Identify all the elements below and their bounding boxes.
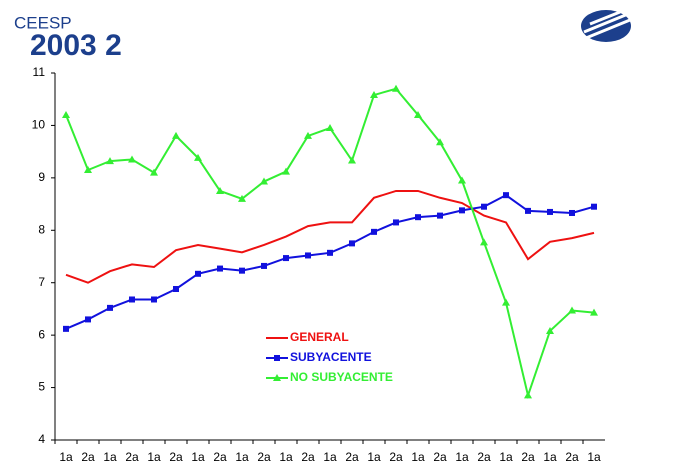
marker: [590, 308, 598, 316]
x-tick-label: 2a: [301, 450, 315, 464]
x-tick-label: 1a: [103, 450, 117, 464]
marker: [107, 304, 113, 311]
x-tick-label: 2a: [81, 450, 95, 464]
logo: [581, 10, 631, 42]
x-tick-label: 1a: [147, 450, 161, 464]
marker: [238, 194, 246, 202]
marker: [480, 238, 488, 246]
x-tick-label: 1a: [367, 450, 381, 464]
marker: [260, 177, 268, 185]
x-tick-label: 2a: [477, 450, 491, 464]
marker: [150, 168, 158, 176]
marker: [437, 212, 443, 219]
series-line: [65, 189, 595, 284]
legend-label: GENERAL: [290, 330, 349, 344]
marker: [524, 391, 532, 399]
marker: [194, 153, 202, 161]
marker: [349, 240, 355, 247]
marker: [569, 209, 575, 216]
marker: [503, 192, 509, 199]
x-tick-label: 2a: [565, 450, 579, 464]
marker: [85, 316, 91, 323]
marker: [217, 265, 223, 272]
x-tick-label: 2a: [345, 450, 359, 464]
marker: [458, 176, 466, 184]
marker: [282, 167, 290, 175]
marker: [128, 155, 136, 163]
y-tick-label: 7: [38, 275, 45, 289]
marker: [261, 262, 267, 269]
x-tick-label: 2a: [169, 450, 183, 464]
marker: [63, 325, 69, 332]
marker: [392, 84, 400, 92]
marker: [547, 208, 553, 215]
x-tick-label: 2a: [257, 450, 271, 464]
marker: [151, 296, 157, 303]
marker: [393, 219, 399, 226]
marker: [370, 91, 378, 99]
x-tick-label: 2a: [213, 450, 227, 464]
marker: [216, 186, 224, 194]
marker: [283, 255, 289, 262]
marker: [481, 203, 487, 210]
marker: [84, 165, 92, 173]
marker: [415, 214, 421, 221]
y-tick-label: 5: [38, 380, 45, 394]
x-tick-label: 1a: [235, 450, 249, 464]
x-tick-label: 2a: [125, 450, 139, 464]
marker: [459, 207, 465, 214]
marker: [304, 131, 312, 139]
x-tick-label: 1a: [323, 450, 337, 464]
x-tick-label: 1a: [411, 450, 425, 464]
x-tick-label: 1a: [587, 450, 601, 464]
marker: [129, 296, 135, 303]
y-tick-label: 11: [33, 65, 46, 79]
chart-title: 2003 2: [30, 29, 122, 62]
marker: [173, 286, 179, 293]
marker: [273, 374, 281, 381]
legend-label: SUBYACENTE: [290, 350, 372, 364]
marker: [62, 110, 70, 118]
marker: [371, 228, 377, 235]
marker: [195, 270, 201, 277]
marker: [172, 131, 180, 139]
brand: CEESP: [14, 13, 72, 32]
marker: [568, 306, 576, 314]
marker: [106, 157, 114, 165]
marker: [414, 110, 422, 118]
marker: [305, 252, 311, 259]
marker: [326, 124, 334, 132]
y-tick-label: 4: [38, 432, 45, 446]
y-tick-label: 10: [32, 118, 46, 132]
y-tick-label: 6: [38, 327, 45, 341]
y-tick-label: 9: [38, 170, 45, 184]
marker: [546, 326, 554, 334]
marker: [436, 138, 444, 146]
x-tick-label: 1a: [191, 450, 205, 464]
x-tick-label: 1a: [279, 450, 293, 464]
x-tick-label: 1a: [59, 450, 73, 464]
marker: [502, 298, 510, 306]
x-tick-label: 2a: [433, 450, 447, 464]
legend-label: NO SUBYACENTE: [290, 370, 393, 384]
marker: [525, 207, 531, 214]
x-tick-label: 1a: [499, 450, 513, 464]
x-tick-label: 1a: [455, 450, 469, 464]
marker: [591, 203, 597, 210]
x-tick-label: 2a: [521, 450, 535, 464]
x-tick-label: 2a: [389, 450, 403, 464]
x-tick-label: 1a: [543, 450, 557, 464]
y-tick-label: 8: [38, 222, 45, 236]
marker: [348, 156, 356, 164]
marker: [327, 249, 333, 256]
series-line: [65, 193, 595, 330]
marker: [239, 267, 245, 274]
marker: [274, 355, 280, 361]
